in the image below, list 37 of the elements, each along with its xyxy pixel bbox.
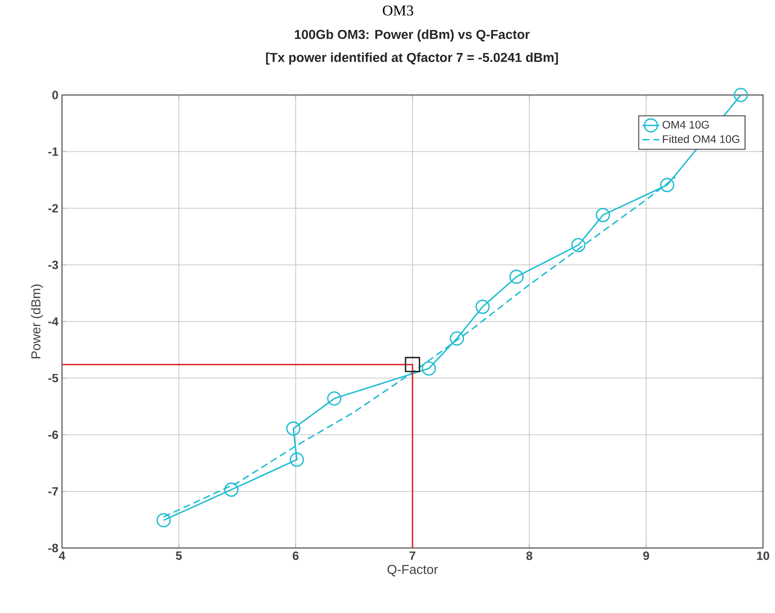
chart-title: 100Gb OM3: Power (dBm) vs Q-Factor bbox=[294, 30, 530, 42]
x-axis-title: Q-Factor bbox=[388, 564, 438, 576]
point bbox=[286, 421, 300, 436]
x-tick-label: 5 bbox=[176, 552, 182, 560]
point bbox=[422, 361, 436, 376]
point bbox=[327, 391, 342, 406]
text: OM3 bbox=[382, 6, 414, 16]
x-tick-label: 8 bbox=[526, 552, 532, 560]
x-tick-label: 6 bbox=[292, 552, 299, 560]
x-tick-label: 9 bbox=[643, 552, 650, 560]
point bbox=[450, 331, 464, 346]
x-tick-label: 4 bbox=[58, 552, 66, 560]
point bbox=[596, 208, 610, 222]
legend-label: OM4 10G bbox=[662, 120, 709, 129]
point bbox=[404, 356, 420, 372]
y-tick-label: -3 bbox=[48, 260, 58, 270]
y-axis-title: Power (dBm) bbox=[30, 284, 44, 358]
y-tick-label: 0 bbox=[52, 90, 58, 100]
point bbox=[509, 270, 524, 284]
legend-label: Fitted OM4 10G bbox=[663, 134, 740, 143]
x-tick-label: 7 bbox=[410, 552, 416, 560]
point bbox=[156, 513, 171, 528]
y-tick-label: -8 bbox=[48, 544, 58, 552]
point bbox=[290, 452, 304, 467]
point bbox=[475, 300, 490, 314]
point bbox=[660, 178, 674, 192]
chart-subtitle: [Tx power identified at Qfactor 7 = -5.0241 dBm] bbox=[266, 52, 558, 65]
point bbox=[571, 238, 586, 252]
x-tick-label: 10 bbox=[757, 552, 770, 560]
y-tick-label: -4 bbox=[48, 317, 58, 326]
y-tick-label: -6 bbox=[48, 430, 58, 439]
y-tick-label: -2 bbox=[48, 204, 58, 212]
point bbox=[734, 88, 748, 102]
y-tick-label: -7 bbox=[48, 487, 58, 496]
point bbox=[224, 482, 239, 497]
y-tick-label: -5 bbox=[48, 374, 58, 382]
y-tick-label: -1 bbox=[48, 148, 58, 156]
